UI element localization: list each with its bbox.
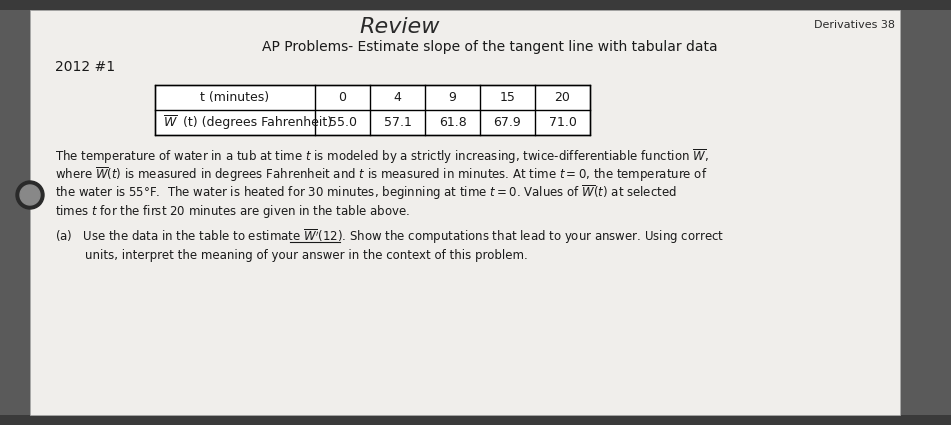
Bar bbox=[900, 10, 951, 415]
Text: 9: 9 bbox=[449, 91, 456, 104]
FancyBboxPatch shape bbox=[30, 10, 900, 415]
Text: Derivatives 38: Derivatives 38 bbox=[814, 20, 895, 30]
Circle shape bbox=[20, 185, 40, 205]
Text: (a)   Use the data in the table to estimate $\overline{W}'(12)$. Show the comput: (a) Use the data in the table to estimat… bbox=[55, 227, 724, 246]
Text: 61.8: 61.8 bbox=[438, 116, 466, 129]
Bar bbox=[0, 0, 951, 45]
Text: 2012 #1: 2012 #1 bbox=[55, 60, 115, 74]
Text: AP Problems- Estimate slope of the tangent line with tabular data: AP Problems- Estimate slope of the tange… bbox=[262, 40, 718, 54]
Text: 67.9: 67.9 bbox=[494, 116, 521, 129]
Text: 0: 0 bbox=[339, 91, 346, 104]
Text: 57.1: 57.1 bbox=[383, 116, 412, 129]
Text: 20: 20 bbox=[554, 91, 571, 104]
Text: (t) (degrees Fahrenheit): (t) (degrees Fahrenheit) bbox=[183, 116, 332, 129]
Bar bbox=[0, 10, 32, 415]
Text: Review: Review bbox=[359, 17, 440, 37]
Text: The temperature of water in a tub at time $t$ is modeled by a strictly increasin: The temperature of water in a tub at tim… bbox=[55, 147, 708, 167]
Text: times $t$ for the first 20 minutes are given in the table above.: times $t$ for the first 20 minutes are g… bbox=[55, 202, 410, 219]
Text: where $\overline{W}(t)$ is measured in degrees Fahrenheit and $t$ is measured in: where $\overline{W}(t)$ is measured in d… bbox=[55, 166, 708, 184]
Text: units, interpret the meaning of your answer in the context of this problem.: units, interpret the meaning of your ans… bbox=[55, 249, 528, 261]
Bar bbox=[0, 410, 951, 425]
Text: the water is 55°F.  The water is heated for 30 minutes, beginning at time $t = 0: the water is 55°F. The water is heated f… bbox=[55, 184, 677, 202]
Text: 15: 15 bbox=[499, 91, 515, 104]
Text: 55.0: 55.0 bbox=[328, 116, 357, 129]
Text: $\overline{W}$: $\overline{W}$ bbox=[163, 115, 178, 130]
Text: 71.0: 71.0 bbox=[549, 116, 576, 129]
Text: 4: 4 bbox=[394, 91, 401, 104]
Text: t (minutes): t (minutes) bbox=[201, 91, 269, 104]
Bar bbox=[155, 85, 590, 135]
Circle shape bbox=[16, 181, 44, 209]
